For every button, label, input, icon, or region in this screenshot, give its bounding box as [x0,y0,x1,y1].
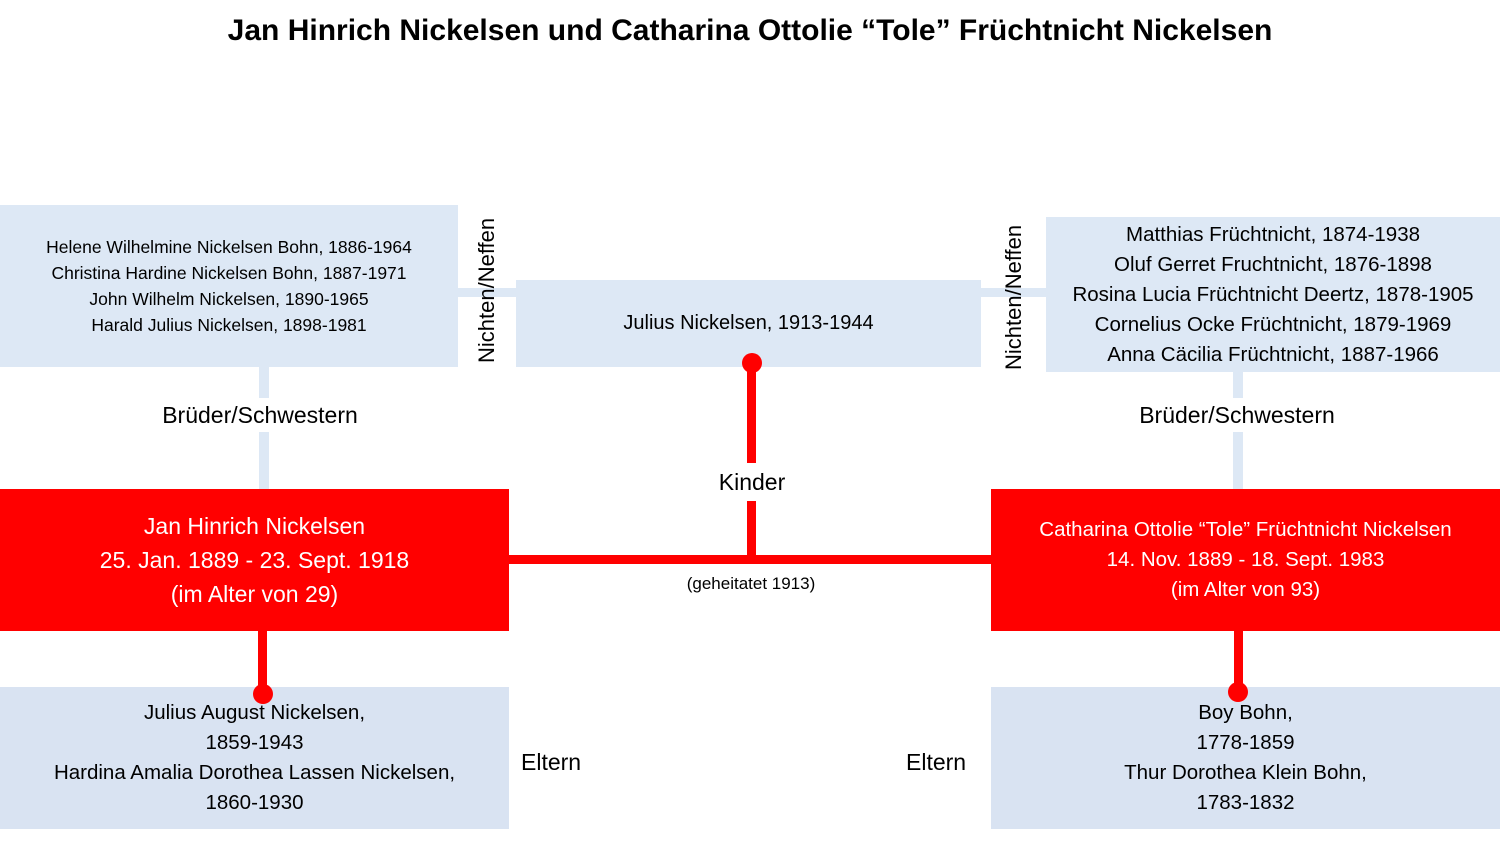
right-siblings-box: Matthias Früchtnicht, 1874-1938 Oluf Ger… [1046,217,1500,372]
wife-parents-line [1234,630,1243,692]
siblings-label-left: Brüder/Schwestern [130,398,390,432]
children-line [747,363,756,561]
husband-dates: 25. Jan. 1889 - 23. Sept. 1918 [99,547,410,573]
left-sibling: Harald Julius Nickelsen, 1898-1981 [91,315,367,335]
right-sibling: Matthias Früchtnicht, 1874-1938 [1126,222,1420,246]
right-sibling: Cornelius Ocke Früchtnicht, 1879-1969 [1094,312,1452,336]
diagram-title: Jan Hinrich Nickelsen und Catharina Otto… [227,14,1273,47]
right-sibling: Oluf Gerret Fruchtnicht, 1876-1898 [1114,252,1432,276]
married-label: (geheitatet 1913) [686,574,816,593]
husband-parents-line [258,630,267,694]
wife-parent-line: 1783-1832 [1196,791,1295,814]
husband-age: (im Alter von 29) [170,581,339,607]
wife-name: Catharina Ottolie “Tole” Früchtnicht Nic… [1039,518,1452,541]
wife-parent-line: Thur Dorothea Klein Bohn, [1124,761,1367,784]
wife-parents-box: Boy Bohn, 1778-1859 Thur Dorothea Klein … [991,687,1500,829]
nieces-nephews-label-left: Nichten/Neffen [474,217,499,363]
wife-parent-line: Boy Bohn, [1198,701,1293,724]
wife-dates: 14. Nov. 1889 - 18. Sept. 1983 [1106,548,1385,571]
connector-left-siblings-to-child [455,288,517,297]
nieces-nephews-label-right: Nichten/Neffen [1001,224,1026,370]
left-sibling: Helene Wilhelmine Nickelsen Bohn, 1886-1… [46,237,412,257]
husband-box: Jan Hinrich Nickelsen 25. Jan. 1889 - 23… [0,489,509,631]
parents-label-right: Eltern [906,749,967,775]
siblings-label-right: Brüder/Schwestern [1106,398,1368,432]
wife-age: (im Alter von 93) [1170,578,1321,601]
child-box: Julius Nickelsen, 1913-1944 [516,280,981,367]
wife-parent-line: 1778-1859 [1196,731,1295,754]
child-connector-dot [742,353,762,373]
left-sibling: John Wilhelm Nickelsen, 1890-1965 [89,289,369,309]
connector-child-to-right-siblings [980,288,1048,297]
husband-parent-line: Hardina Amalia Dorothea Lassen Nickelsen… [53,761,456,784]
child-name: Julius Nickelsen, 1913-1944 [623,312,874,334]
right-sibling: Rosina Lucia Früchtnicht Deertz, 1878-19… [1072,282,1474,306]
left-sibling: Christina Hardine Nickelsen Bohn, 1887-1… [51,263,407,283]
husband-parent-line: 1860-1930 [205,791,304,814]
wife-parents-dot [1228,682,1248,702]
husband-parent-line: 1859-1943 [205,731,304,754]
wife-box: Catharina Ottolie “Tole” Früchtnicht Nic… [991,489,1500,631]
husband-name: Jan Hinrich Nickelsen [143,513,366,539]
parents-label-left: Eltern [521,749,582,775]
children-label: Kinder [700,463,804,501]
right-sibling: Anna Cäcilia Früchtnicht, 1887-1966 [1107,342,1439,366]
husband-parents-box: Julius August Nickelsen, 1859-1943 Hardi… [0,687,509,829]
husband-parent-line: Julius August Nickelsen, [143,701,366,724]
husband-parents-dot [253,684,273,704]
left-siblings-box: Helene Wilhelmine Nickelsen Bohn, 1886-1… [0,205,458,367]
